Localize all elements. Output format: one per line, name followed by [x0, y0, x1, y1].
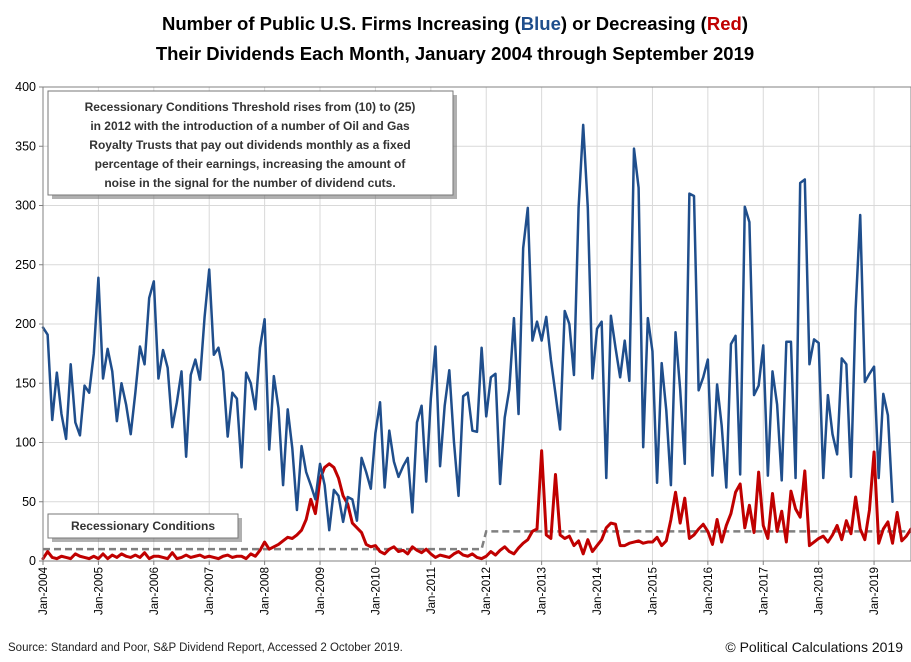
x-tick-label: Jan-2014	[592, 566, 604, 615]
series-line-decreases	[41, 449, 911, 561]
x-tick-label: Jan-2016	[703, 567, 715, 615]
y-tick-label: 350	[15, 139, 36, 153]
y-tick-label: 150	[15, 376, 36, 390]
y-tick-label: 0	[29, 554, 36, 568]
title-blue-word: Blue	[521, 13, 561, 34]
annotation-line-3: Royalty Trusts that pay out dividends mo…	[89, 138, 410, 152]
x-tick-label: Jan-2019	[869, 567, 881, 615]
series-line-increases	[41, 123, 894, 532]
x-tick-label: Jan-2007	[204, 567, 216, 615]
title-middle: ) or Decreasing (	[561, 13, 708, 34]
chart-title-line-2: Their Dividends Each Month, January 2004…	[156, 43, 754, 64]
x-tick-label: Jan-2010	[370, 567, 382, 615]
annotation-line-1: Recessionary Conditions Threshold rises …	[85, 100, 416, 114]
chart-title-line-1: Number of Public U.S. Firms Increasing (…	[162, 13, 748, 34]
x-tick-label: Jan-2015	[647, 567, 659, 615]
x-axis-tick-labels: Jan-2004 Jan-2005 Jan-2006 Jan-2007 Jan-2008…	[38, 566, 881, 615]
annotation-line-5: noise in the signal for the number of di…	[104, 176, 395, 190]
recession-label-box: Recessionary Conditions	[47, 513, 242, 542]
annotation-line-2: in 2012 with the introduction of a numbe…	[90, 119, 410, 133]
plot-area-border	[42, 86, 911, 562]
x-tick-label: Jan-2009	[315, 567, 327, 615]
x-tick-label: Jan-2005	[93, 567, 105, 615]
recession-label-text: Recessionary Conditions	[71, 519, 215, 533]
y-tick-label: 50	[22, 495, 36, 509]
x-tick-label: Jan-2006	[149, 567, 161, 615]
x-tick-label: Jan-2013	[537, 567, 549, 615]
title-prefix: Number of Public U.S. Firms Increasing (	[162, 13, 522, 34]
y-tick-label: 300	[15, 199, 36, 213]
y-axis-tick-labels: 0 50 100 150 200 250 300 350 400	[15, 80, 36, 568]
x-tick-label: Jan-2018	[814, 567, 826, 615]
recession-label-panel	[47, 513, 239, 539]
data-series	[41, 123, 911, 561]
source-note: Source: Standard and Poor, S&P Dividend …	[8, 642, 403, 654]
annotation-line-4: percentage of their earnings, increasing…	[95, 157, 407, 171]
x-tick-label: Jan-2017	[758, 567, 770, 615]
y-tick-label: 250	[15, 258, 36, 272]
y-tick-label: 100	[15, 436, 36, 450]
x-tick-label: Jan-2004	[38, 566, 50, 615]
title-red-word: Red	[707, 13, 742, 34]
x-tick-label: Jan-2012	[481, 567, 493, 615]
annotation-box: Recessionary Conditions Threshold rises …	[47, 90, 457, 199]
y-tick-label: 400	[15, 80, 36, 94]
x-tick-label: Jan-2011	[426, 567, 438, 614]
title-suffix: )	[742, 13, 748, 34]
y-tick-label: 200	[15, 317, 36, 331]
annotation-panel	[47, 90, 454, 196]
x-tick-label: Jan-2008	[260, 567, 272, 615]
copyright-note: © Political Calculations 2019	[725, 639, 903, 655]
